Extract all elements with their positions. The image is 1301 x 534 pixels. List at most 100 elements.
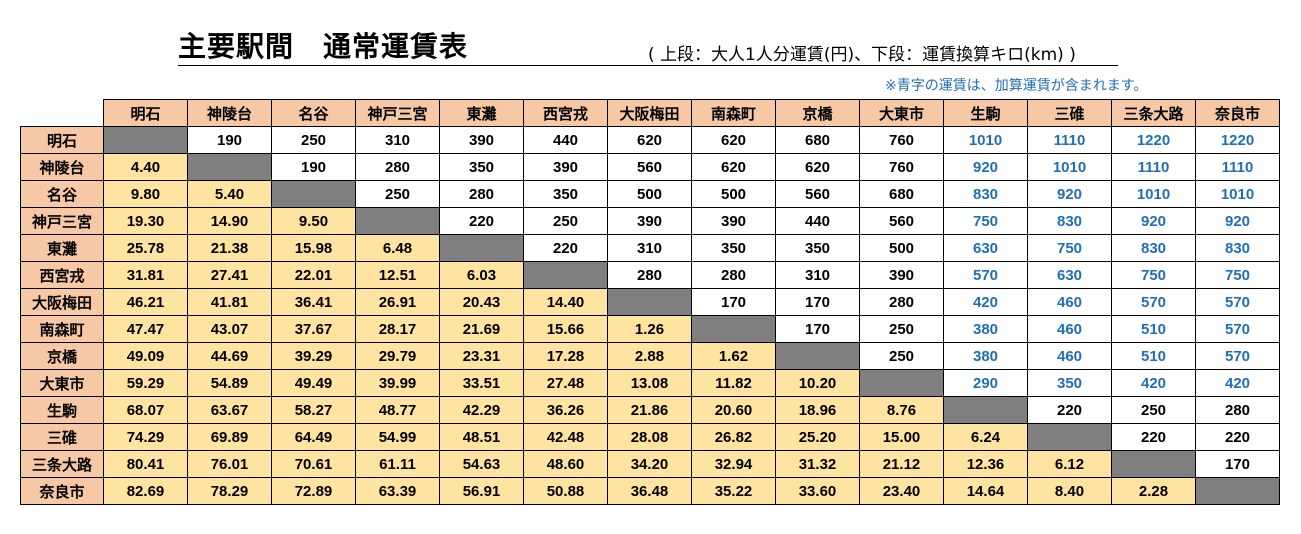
table-row: 生駒 68.07 63.67 58.27 48.77 42.29 36.26 21.86 20.… <box>20 396 1280 424</box>
diagonal-cell <box>103 126 188 154</box>
fare-cell: 280 <box>1195 396 1280 424</box>
fare-cell: 1220 <box>1195 126 1280 154</box>
distance-cell: 14.90 <box>187 207 272 235</box>
row-header: 三碓 <box>20 423 104 451</box>
fare-cell: 250 <box>355 180 440 208</box>
distance-cell: 43.07 <box>187 315 272 343</box>
fare-table: 明石 神陵台 名谷 神戸三宮 東灘 西宮戎 大阪梅田 南森町 京橋 大東市 生駒 三碓 三条大路 奈良市 … <box>20 99 1280 505</box>
page-title: 主要駅間 通常運賃表 <box>178 30 469 63</box>
surcharge-note: ※青字の運賃は、加算運賃が含まれます。 <box>885 78 1148 94</box>
fare-cell: 350 <box>691 234 776 262</box>
distance-cell: 6.24 <box>943 423 1028 451</box>
diagonal-cell <box>607 288 692 316</box>
fare-cell: 280 <box>691 261 776 289</box>
diagonal-cell <box>1195 477 1280 505</box>
distance-cell: 44.69 <box>187 342 272 370</box>
table-row: 三碓 74.29 69.89 64.49 54.99 48.51 42.48 28.08 26.… <box>20 423 1280 451</box>
fare-cell: 290 <box>943 369 1028 397</box>
distance-cell: 20.43 <box>439 288 524 316</box>
fare-cell: 170 <box>775 288 860 316</box>
distance-cell: 27.41 <box>187 261 272 289</box>
row-header: 西宮戎 <box>20 261 104 289</box>
fare-cell: 220 <box>523 234 608 262</box>
column-header: 三碓 <box>1027 99 1112 127</box>
fare-cell: 460 <box>1027 342 1112 370</box>
row-header: 神戸三宮 <box>20 207 104 235</box>
distance-cell: 21.69 <box>439 315 524 343</box>
diagonal-cell <box>523 261 608 289</box>
distance-cell: 69.89 <box>187 423 272 451</box>
fare-cell: 760 <box>859 153 944 181</box>
column-header: 大東市 <box>859 99 944 127</box>
distance-cell: 82.69 <box>103 477 188 505</box>
table-row: 大東市 59.29 54.89 49.49 39.99 33.51 27.48 13.08 11… <box>20 369 1280 397</box>
diagonal-cell <box>355 207 440 235</box>
fare-cell: 390 <box>439 126 524 154</box>
fare-cell: 750 <box>1027 234 1112 262</box>
row-header: 生駒 <box>20 396 104 424</box>
fare-cell: 570 <box>1195 315 1280 343</box>
diagonal-cell <box>1111 450 1196 478</box>
row-header: 大阪梅田 <box>20 288 104 316</box>
column-header: 生駒 <box>943 99 1028 127</box>
distance-cell: 72.89 <box>271 477 356 505</box>
diagonal-cell <box>439 234 524 262</box>
fare-cell: 390 <box>691 207 776 235</box>
fare-cell: 620 <box>691 153 776 181</box>
distance-cell: 21.12 <box>859 450 944 478</box>
table-row: 南森町 47.47 43.07 37.67 28.17 21.69 15.66 1.26 170… <box>20 315 1280 343</box>
fare-cell: 510 <box>1111 315 1196 343</box>
distance-cell: 48.51 <box>439 423 524 451</box>
distance-cell: 8.40 <box>1027 477 1112 505</box>
distance-cell: 33.51 <box>439 369 524 397</box>
fare-cell: 380 <box>943 342 1028 370</box>
diagonal-cell <box>943 396 1028 424</box>
distance-cell: 36.26 <box>523 396 608 424</box>
fare-cell: 500 <box>859 234 944 262</box>
column-header: 京橋 <box>775 99 860 127</box>
fare-cell: 170 <box>775 315 860 343</box>
row-header: 大東市 <box>20 369 104 397</box>
fare-cell: 460 <box>1027 288 1112 316</box>
distance-cell: 35.22 <box>691 477 776 505</box>
fare-cell: 420 <box>1111 369 1196 397</box>
table-row: 京橋 49.09 44.69 39.29 29.79 23.31 17.28 2.88 1.62… <box>20 342 1280 370</box>
distance-cell: 63.67 <box>187 396 272 424</box>
fare-cell: 250 <box>859 342 944 370</box>
distance-cell: 8.76 <box>859 396 944 424</box>
fare-cell: 510 <box>1111 342 1196 370</box>
fare-cell: 170 <box>1195 450 1280 478</box>
diagonal-cell <box>691 315 776 343</box>
fare-cell: 350 <box>1027 369 1112 397</box>
fare-cell: 250 <box>1111 396 1196 424</box>
fare-cell: 420 <box>1195 369 1280 397</box>
fare-cell: 570 <box>1195 342 1280 370</box>
distance-cell: 29.79 <box>355 342 440 370</box>
distance-cell: 63.39 <box>355 477 440 505</box>
fare-cell: 1010 <box>943 126 1028 154</box>
table-row: 名谷 9.80 5.40 250 280 350 500 500 560 680 830 920 101… <box>20 180 1280 208</box>
fare-cell: 280 <box>355 153 440 181</box>
distance-cell: 28.17 <box>355 315 440 343</box>
fare-cell: 170 <box>691 288 776 316</box>
column-header: 名谷 <box>271 99 356 127</box>
fare-cell: 380 <box>943 315 1028 343</box>
fare-cell: 350 <box>439 153 524 181</box>
fare-cell: 680 <box>859 180 944 208</box>
table-row: 神陵台 4.40 190 280 350 390 560 620 620 760 920 1010 11… <box>20 153 1280 181</box>
fare-cell: 1010 <box>1195 180 1280 208</box>
row-header: 京橋 <box>20 342 104 370</box>
fare-cell: 620 <box>775 153 860 181</box>
distance-cell: 14.40 <box>523 288 608 316</box>
distance-cell: 26.82 <box>691 423 776 451</box>
distance-cell: 23.31 <box>439 342 524 370</box>
column-header: 三条大路 <box>1111 99 1196 127</box>
distance-cell: 49.09 <box>103 342 188 370</box>
fare-cell: 250 <box>859 315 944 343</box>
row-header: 明石 <box>20 126 104 154</box>
fare-cell: 250 <box>271 126 356 154</box>
fare-cell: 570 <box>943 261 1028 289</box>
distance-cell: 9.50 <box>271 207 356 235</box>
distance-cell: 2.28 <box>1111 477 1196 505</box>
distance-cell: 70.61 <box>271 450 356 478</box>
